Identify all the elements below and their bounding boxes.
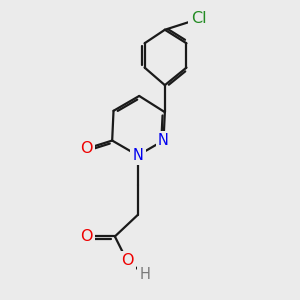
Text: O: O <box>80 141 93 156</box>
Text: O: O <box>121 253 133 268</box>
Text: Cl: Cl <box>191 11 206 26</box>
Text: N: N <box>158 133 169 148</box>
Text: O: O <box>80 229 93 244</box>
Text: H: H <box>139 267 150 282</box>
Text: N: N <box>132 148 143 163</box>
